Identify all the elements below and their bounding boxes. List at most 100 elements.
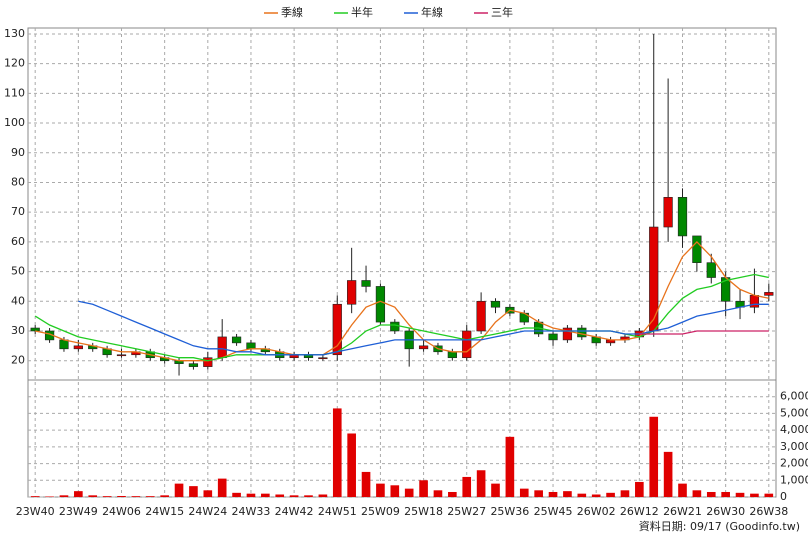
volume-bar [519, 488, 529, 497]
candle-body [447, 351, 457, 359]
candle-body [361, 280, 371, 287]
volume-bar [548, 491, 558, 497]
volume-bar [289, 495, 299, 497]
volume-bar [145, 496, 155, 497]
volume-bar [433, 490, 443, 497]
legend-label: 半年 [351, 5, 373, 19]
volume-bar [332, 408, 342, 497]
y-tick-label: 60 [11, 235, 25, 248]
y-tick-label: 110 [4, 86, 25, 99]
y2-tick-label: 6,000 [780, 390, 808, 403]
y2-tick-label: 3,000 [780, 440, 808, 453]
volume-bar [692, 490, 702, 497]
x-tick-label: 23W40 [16, 505, 55, 518]
legend-label: 季線 [281, 5, 303, 19]
volume-bar [663, 451, 673, 497]
footer: 資料日期: 09/17 (Goodinfo.tw) [639, 519, 800, 533]
volume-bar [750, 493, 759, 497]
x-tick-label: 26W38 [749, 505, 788, 518]
candle-body [663, 197, 673, 228]
candle-body [188, 363, 199, 367]
y-tick-label: 20 [11, 354, 25, 367]
candle-body [59, 339, 69, 350]
volume-bar [390, 485, 400, 497]
x-tick-label: 25W27 [447, 505, 486, 518]
ma-line [35, 240, 769, 362]
legend-label: 三年 [491, 5, 513, 19]
volume-bar [304, 495, 313, 497]
volume-bar [88, 495, 98, 497]
volume-bar [102, 496, 112, 497]
candle-body [390, 321, 400, 332]
candle-body [375, 286, 386, 323]
candle-body [490, 300, 501, 308]
volume-bar [419, 480, 428, 497]
volume-bar [318, 494, 328, 497]
candle-body [30, 327, 40, 332]
candle-body [462, 330, 472, 359]
volume-bar [706, 491, 716, 497]
volume-bar [275, 494, 285, 497]
volume-bar [678, 483, 687, 497]
volume-bar [30, 496, 40, 497]
candle-body [347, 280, 357, 305]
x-tick-label: 24W33 [232, 505, 271, 518]
candle-body [577, 327, 587, 338]
volume-bar [649, 416, 659, 497]
x-tick-label: 24W51 [318, 505, 357, 518]
y-tick-label: 50 [11, 265, 25, 278]
volume-bar [217, 478, 227, 497]
x-tick-label: 25W18 [404, 505, 443, 518]
ma-line [639, 330, 769, 335]
x-tick-label: 24W42 [275, 505, 314, 518]
volume-bar [376, 483, 385, 497]
volume-bar [160, 495, 169, 497]
candle-body [246, 342, 256, 350]
volume-bar [764, 493, 774, 497]
candle-body [231, 336, 242, 344]
volume-bar [189, 486, 198, 497]
volume-bar [404, 488, 414, 497]
volume-bar [462, 476, 472, 497]
y2-tick-label: 0 [780, 490, 787, 503]
candle-body [116, 354, 127, 357]
volume-bar [74, 491, 83, 497]
volume-bar [721, 491, 730, 497]
x-tick-label: 24W15 [145, 505, 184, 518]
volume-bar [131, 496, 141, 497]
x-tick-label: 26W21 [663, 505, 702, 518]
volume-bar [635, 481, 644, 497]
candle-body [548, 333, 558, 341]
volume-bar [59, 495, 69, 497]
x-tick-label: 24W06 [102, 505, 141, 518]
volume-bar [476, 470, 486, 497]
y-tick-label: 40 [11, 294, 25, 307]
volume-bar [174, 483, 184, 497]
volume-bar [577, 493, 587, 497]
y2-tick-label: 4,000 [780, 423, 808, 436]
x-tick-label: 26W30 [706, 505, 745, 518]
x-tick-label: 26W02 [577, 505, 616, 518]
volume-bar [45, 496, 54, 497]
volume-bar [606, 492, 615, 497]
candle-body [692, 235, 702, 263]
volume-bar [491, 483, 500, 497]
x-tick-label: 25W36 [490, 505, 529, 518]
y-tick-label: 120 [4, 57, 25, 70]
y-tick-label: 30 [11, 324, 25, 337]
volume-bar [246, 493, 256, 497]
y-tick-label: 100 [4, 116, 25, 129]
candle-body [677, 197, 688, 237]
candle-body [203, 357, 213, 367]
volume-bar [232, 492, 241, 497]
y2-tick-label: 5,000 [780, 406, 808, 419]
legend-label: 年線 [421, 5, 443, 19]
x-tick-label: 25W45 [534, 505, 573, 518]
candle-body [418, 345, 429, 350]
volume-bar [347, 433, 356, 497]
volume-bar [203, 490, 213, 497]
volume-bar [534, 490, 543, 497]
y-tick-label: 80 [11, 175, 25, 188]
